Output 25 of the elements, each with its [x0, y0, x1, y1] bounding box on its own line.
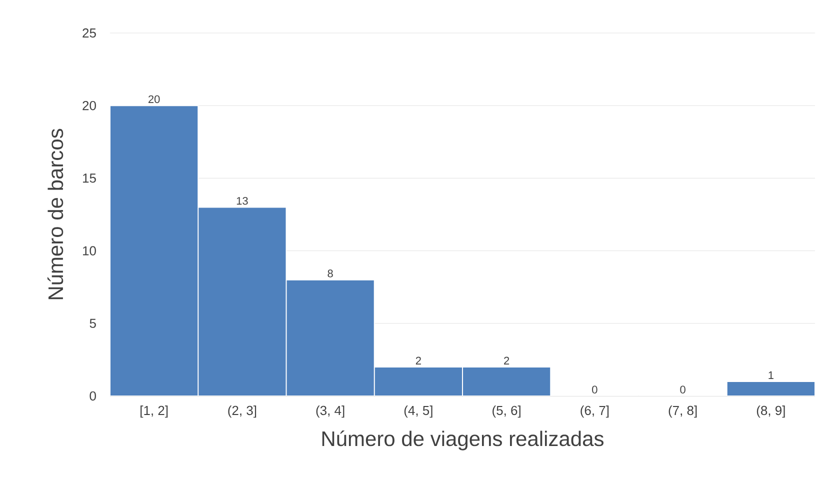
- data-label: 13: [236, 196, 248, 205]
- y-tick-label: 10: [83, 246, 96, 256]
- y-tick-label: 0: [90, 391, 96, 401]
- y-tick-label: 25: [82, 28, 96, 38]
- x-tick-label: (8, 9]: [756, 406, 785, 418]
- x-tick-label: (4, 5]: [404, 406, 432, 418]
- data-label: 2: [504, 356, 510, 364]
- x-tick-label: (5, 6]: [492, 406, 520, 418]
- y-tick-label: 15: [83, 174, 96, 183]
- x-tick-label: (2, 3]: [228, 406, 256, 418]
- data-label: 0: [592, 386, 598, 394]
- data-label: 20: [148, 95, 160, 104]
- x-axis-title: Número de viagens realizadas: [322, 430, 604, 450]
- data-label: 0: [680, 386, 686, 394]
- data-label: 8: [328, 270, 333, 278]
- x-tick-label: (6, 7]: [580, 406, 609, 418]
- x-tick-label: [1, 2]: [140, 406, 168, 418]
- bar: [726, 380, 815, 396]
- data-label: 1: [768, 371, 774, 379]
- y-tick-label: 20: [82, 100, 96, 110]
- x-tick-label: (3, 4]: [316, 406, 344, 418]
- data-label: 2: [416, 356, 421, 364]
- y-axis-title: Número de barcos: [47, 128, 64, 300]
- x-tick-label: (7, 8]: [668, 406, 697, 418]
- y-tick-label: 5: [90, 318, 96, 328]
